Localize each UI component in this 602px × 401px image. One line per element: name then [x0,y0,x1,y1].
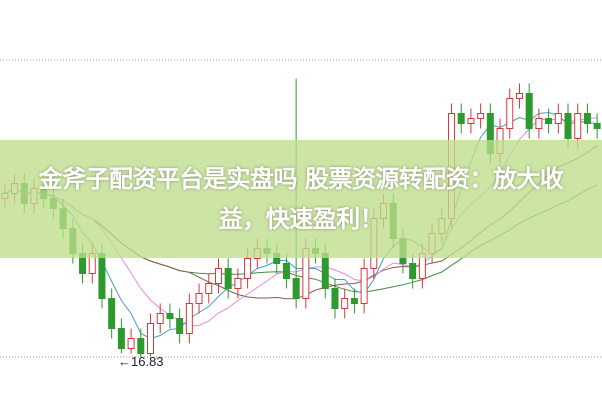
candle-up [574,113,582,139]
candle-down [545,118,553,124]
candle-down [525,93,533,129]
candle-up [506,98,514,129]
candle-down [409,263,417,279]
candle-down [282,263,290,279]
candle-down [564,113,572,139]
candle-down [108,298,116,329]
banner-title-line1: 金斧子配资平台是实盘吗 股票资源转配资：放大收 [38,165,564,193]
candle-up [515,93,523,99]
candle-down [331,288,339,309]
candle-up [554,113,562,124]
candle-down [137,338,145,354]
candle-up [147,323,154,354]
candle-up [185,303,193,334]
candle-up [535,118,543,129]
candle-down [321,253,329,289]
candle-up [341,298,349,309]
candle-down [176,318,184,334]
candle-down [224,268,232,289]
candle-down [98,253,106,299]
candle-up [214,268,222,284]
title-banner: 金斧子配资平台是实盘吗 股票资源转配资：放大收 益，快速盈利！ [0,140,602,258]
candle-down [593,123,601,129]
candle-down [583,113,591,124]
candle-up [127,338,135,349]
banner-title-line2: 益，快速盈利！ [218,205,384,233]
candle-down [350,298,358,304]
candle-down [457,113,465,124]
candle-down [117,328,125,349]
candle-up [244,258,252,279]
candle-up [234,278,242,289]
candle-up [205,283,213,294]
candle-down [166,313,174,319]
candle-up [360,268,368,304]
low-price-label: ←16.83 [118,354,164,369]
candle-up [477,113,485,119]
candle-up [195,293,203,304]
candle-up [467,118,475,124]
candle-up [156,313,164,324]
candle-down [292,278,300,299]
